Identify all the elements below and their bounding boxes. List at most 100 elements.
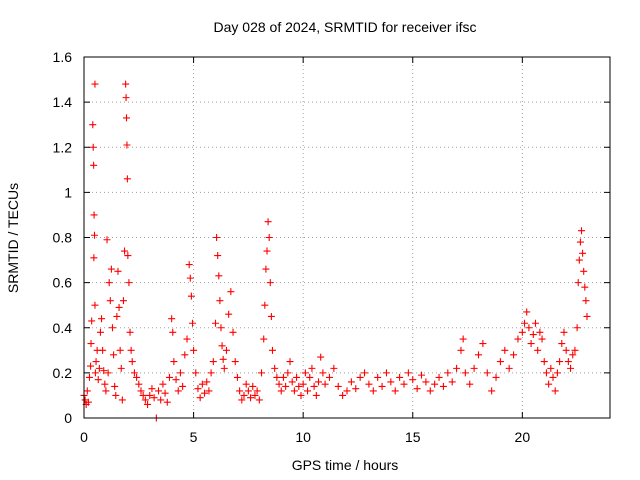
data-point [575,256,583,264]
data-point [361,369,369,377]
data-point [212,319,219,327]
data-point [205,387,213,395]
data-point [87,362,95,370]
data-point [538,335,546,343]
data-point [431,380,439,388]
data-point [121,247,129,255]
data-point [91,231,99,239]
data-point [263,247,271,255]
data-point [103,236,111,244]
data-point [576,238,584,246]
data-point [518,328,526,336]
data-point [271,364,279,372]
data-point [573,324,581,332]
data-point [181,351,189,359]
data-point [111,382,119,390]
data-point [96,328,104,336]
data-point [172,376,180,384]
data-point [242,380,250,388]
data-point [567,364,575,372]
data-point [144,400,152,408]
y-tick-label: 0.8 [53,230,73,246]
data-point [220,364,228,372]
data-point [453,364,461,372]
data-point [301,369,309,377]
data-point [110,351,118,359]
data-point [279,373,287,381]
data-point [216,297,224,305]
data-point [231,358,239,366]
data-point [553,369,561,377]
data-point [400,380,408,388]
data-point [219,355,227,363]
data-point [418,371,426,379]
data-point [213,234,221,241]
data-point [119,297,127,305]
data-point [578,227,586,235]
data-point [339,391,347,399]
data-points [80,80,591,422]
x-tick-label: 15 [405,429,421,445]
y-tick-label: 1.2 [53,139,73,155]
data-point [521,319,529,327]
data-point [174,387,182,395]
data-point [255,396,263,404]
data-point [422,378,430,386]
data-point [101,380,109,388]
data-point [523,308,531,316]
data-point [122,80,130,88]
data-point [347,378,355,386]
data-point [179,382,187,390]
data-point [126,328,134,336]
data-point [107,265,115,273]
data-point [123,114,131,122]
data-point [343,387,351,395]
data-point [233,373,241,381]
data-point [170,358,178,366]
data-point [114,267,122,275]
data-point [304,387,312,395]
data-point [130,369,138,377]
data-point [186,274,194,282]
data-point [88,317,96,325]
data-point [90,161,98,169]
data-point [475,351,482,359]
y-tick-label: 1 [64,184,72,200]
data-point [282,382,290,390]
data-point [299,380,307,388]
data-point [579,249,587,257]
data-point [127,346,135,354]
data-point [382,369,390,377]
data-point [267,312,275,320]
data-point [580,267,588,275]
data-point [95,364,103,372]
data-point [439,382,447,390]
data-point [290,387,298,395]
data-point [168,315,176,323]
data-point [196,394,204,402]
data-point [275,380,283,388]
data-point [334,382,342,390]
data-point [157,396,165,404]
data-point [321,380,329,388]
data-point [91,369,99,377]
data-point [84,398,92,406]
data-point [483,369,491,377]
data-point [133,373,141,381]
data-point [317,353,325,361]
x-tick-label: 20 [515,429,531,445]
data-point [369,387,377,395]
data-point [352,385,360,393]
data-point [222,346,230,354]
data-point [247,394,255,402]
data-point [540,358,548,366]
data-point [374,373,382,381]
data-point [112,391,120,399]
data-point [556,358,564,366]
data-point [139,391,147,399]
x-axis-label: GPS time / hours [292,457,399,473]
data-point [295,382,303,390]
data-point [365,380,373,388]
data-point [457,346,465,354]
